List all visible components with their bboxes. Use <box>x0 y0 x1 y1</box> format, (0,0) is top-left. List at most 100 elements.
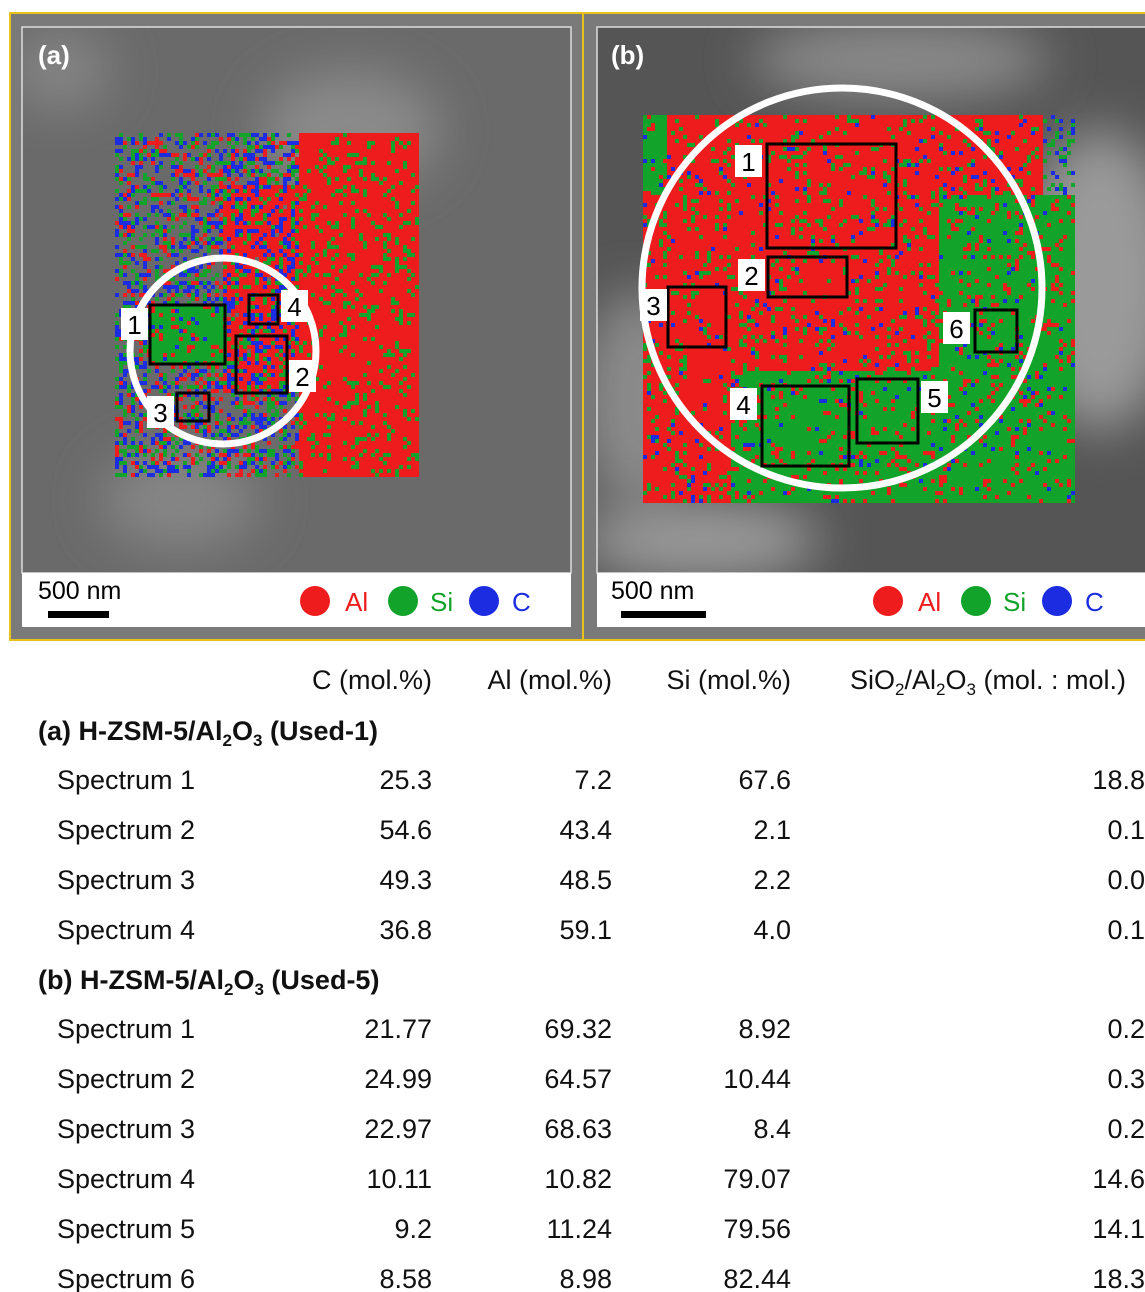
text-part: O <box>233 965 254 995</box>
cell-value: 36.8 <box>232 915 432 946</box>
cell-value: 79.56 <box>591 1214 791 1245</box>
cell-value: 59.1 <box>412 915 612 946</box>
cell-value: 67.6 <box>591 765 791 796</box>
legend-label: Si <box>1003 587 1026 617</box>
spectrum-number: 1 <box>741 147 755 177</box>
cell-value: 8.58 <box>232 1264 432 1292</box>
cell-value: 0.10 <box>960 815 1145 846</box>
row-label: Spectrum 4 <box>57 1164 195 1195</box>
spectrum-number: 6 <box>949 314 963 344</box>
spectrum-number: 3 <box>646 291 660 321</box>
legend-label: Si <box>430 587 453 617</box>
row-label: Spectrum 4 <box>57 915 195 946</box>
row-label: Spectrum 6 <box>57 1264 195 1292</box>
cell-value: 0.24 <box>960 1114 1145 1145</box>
legend-label: C <box>512 587 531 617</box>
particle <box>750 20 1050 100</box>
legend-marker <box>873 586 903 616</box>
legend-marker <box>469 586 499 616</box>
text-part: SiO <box>850 665 895 695</box>
cell-value: 18.36 <box>960 1264 1145 1292</box>
row-label: Spectrum 3 <box>57 865 195 896</box>
legend-label: Al <box>345 587 368 617</box>
row-label: Spectrum 5 <box>57 1214 195 1245</box>
spectrum-number: 4 <box>736 390 750 420</box>
table: C (mol.%)Al (mol.%)Si (mol.%)SiO2/Al2O3 … <box>0 645 1145 1292</box>
subscript: 2 <box>223 731 232 750</box>
cell-value: 10.44 <box>591 1064 791 1095</box>
cell-value: 22.97 <box>232 1114 432 1145</box>
text-part: (Used-1) <box>262 716 378 746</box>
cell-value: 0.26 <box>960 1014 1145 1045</box>
text-part: (b) H-ZSM-5/Al <box>38 965 224 995</box>
row-label: Spectrum 2 <box>57 815 195 846</box>
cell-value: 24.99 <box>232 1064 432 1095</box>
figure: 1 2 3 4 (a) 500 nm Al Si C 1 2 3 4 5 6 (b) 500 nm Al Si C <box>0 0 1145 645</box>
spectrum-number: 4 <box>287 292 301 322</box>
text-part: (a) H-ZSM-5/Al <box>38 716 223 746</box>
cell-value: 48.5 <box>412 865 612 896</box>
spectrum-number: 2 <box>744 261 758 291</box>
panel-label: (a) <box>38 40 70 70</box>
spectrum-number: 5 <box>927 383 941 413</box>
row-label: Spectrum 1 <box>57 1014 195 1045</box>
row-label: Spectrum 1 <box>57 765 195 796</box>
text-part: /Al <box>904 665 936 695</box>
group-title: (b) H-ZSM-5/Al2O3 (Used-5) <box>38 965 379 996</box>
scale-bar-label: 500 nm <box>38 577 121 605</box>
cell-value: 0.14 <box>960 915 1145 946</box>
text-part: O <box>945 665 966 695</box>
cell-value: 43.4 <box>412 815 612 846</box>
legend-marker <box>300 586 330 616</box>
cell-value: 9.2 <box>232 1214 432 1245</box>
text-part: O <box>232 716 253 746</box>
cell-value: 64.57 <box>412 1064 612 1095</box>
cell-value: 7.2 <box>412 765 612 796</box>
subscript: 3 <box>254 980 263 999</box>
cell-value: 82.44 <box>591 1264 791 1292</box>
cell-value: 8.98 <box>412 1264 612 1292</box>
spectrum-number: 2 <box>295 362 309 392</box>
spectrum-number: 1 <box>127 310 141 340</box>
cell-value: 49.3 <box>232 865 432 896</box>
legend-marker <box>961 586 991 616</box>
cell-value: 69.32 <box>412 1014 612 1045</box>
text-part: (mol. : mol.) <box>976 665 1126 695</box>
row-label: Spectrum 2 <box>57 1064 195 1095</box>
cell-value: 10.11 <box>232 1164 432 1195</box>
row-label: Spectrum 3 <box>57 1114 195 1145</box>
group-title: (a) H-ZSM-5/Al2O3 (Used-1) <box>38 716 378 747</box>
subscript: 3 <box>966 680 975 699</box>
legend-label: Al <box>918 587 941 617</box>
cell-value: 10.82 <box>412 1164 612 1195</box>
text-part: (Used-5) <box>264 965 380 995</box>
cell-value: 14.62 <box>960 1164 1145 1195</box>
cell-value: 4.0 <box>591 915 791 946</box>
cell-value: 18.87 <box>960 765 1145 796</box>
particle <box>580 500 820 580</box>
cell-value: 0.32 <box>960 1064 1145 1095</box>
spectrum-number: 3 <box>153 398 167 428</box>
cell-value: 68.63 <box>412 1114 612 1145</box>
cell-value: 8.92 <box>591 1014 791 1045</box>
panel-label: (b) <box>611 40 644 70</box>
cell-value: 2.2 <box>591 865 791 896</box>
legend-marker <box>388 586 418 616</box>
cell-value: 11.24 <box>412 1214 612 1245</box>
column-header: Si (mol.%) <box>541 665 791 696</box>
scale-bar <box>621 611 706 618</box>
cell-value: 2.1 <box>591 815 791 846</box>
cell-value: 0.09 <box>960 865 1145 896</box>
page: 1 2 3 4 (a) 500 nm Al Si C 1 2 3 4 5 6 (b) 500 nm Al Si C C… <box>0 0 1145 1292</box>
cell-value: 54.6 <box>232 815 432 846</box>
cell-value: 25.3 <box>232 765 432 796</box>
scale-bar <box>48 611 109 618</box>
scale-bar-label: 500 nm <box>611 577 694 605</box>
legend-label: C <box>1085 587 1104 617</box>
cell-value: 8.4 <box>591 1114 791 1145</box>
legend-marker <box>1042 586 1072 616</box>
cell-value: 21.77 <box>232 1014 432 1045</box>
column-header: SiO2/Al2O3 (mol. : mol.) <box>850 665 1126 696</box>
cell-value: 79.07 <box>591 1164 791 1195</box>
cell-value: 14.16 <box>960 1214 1145 1245</box>
